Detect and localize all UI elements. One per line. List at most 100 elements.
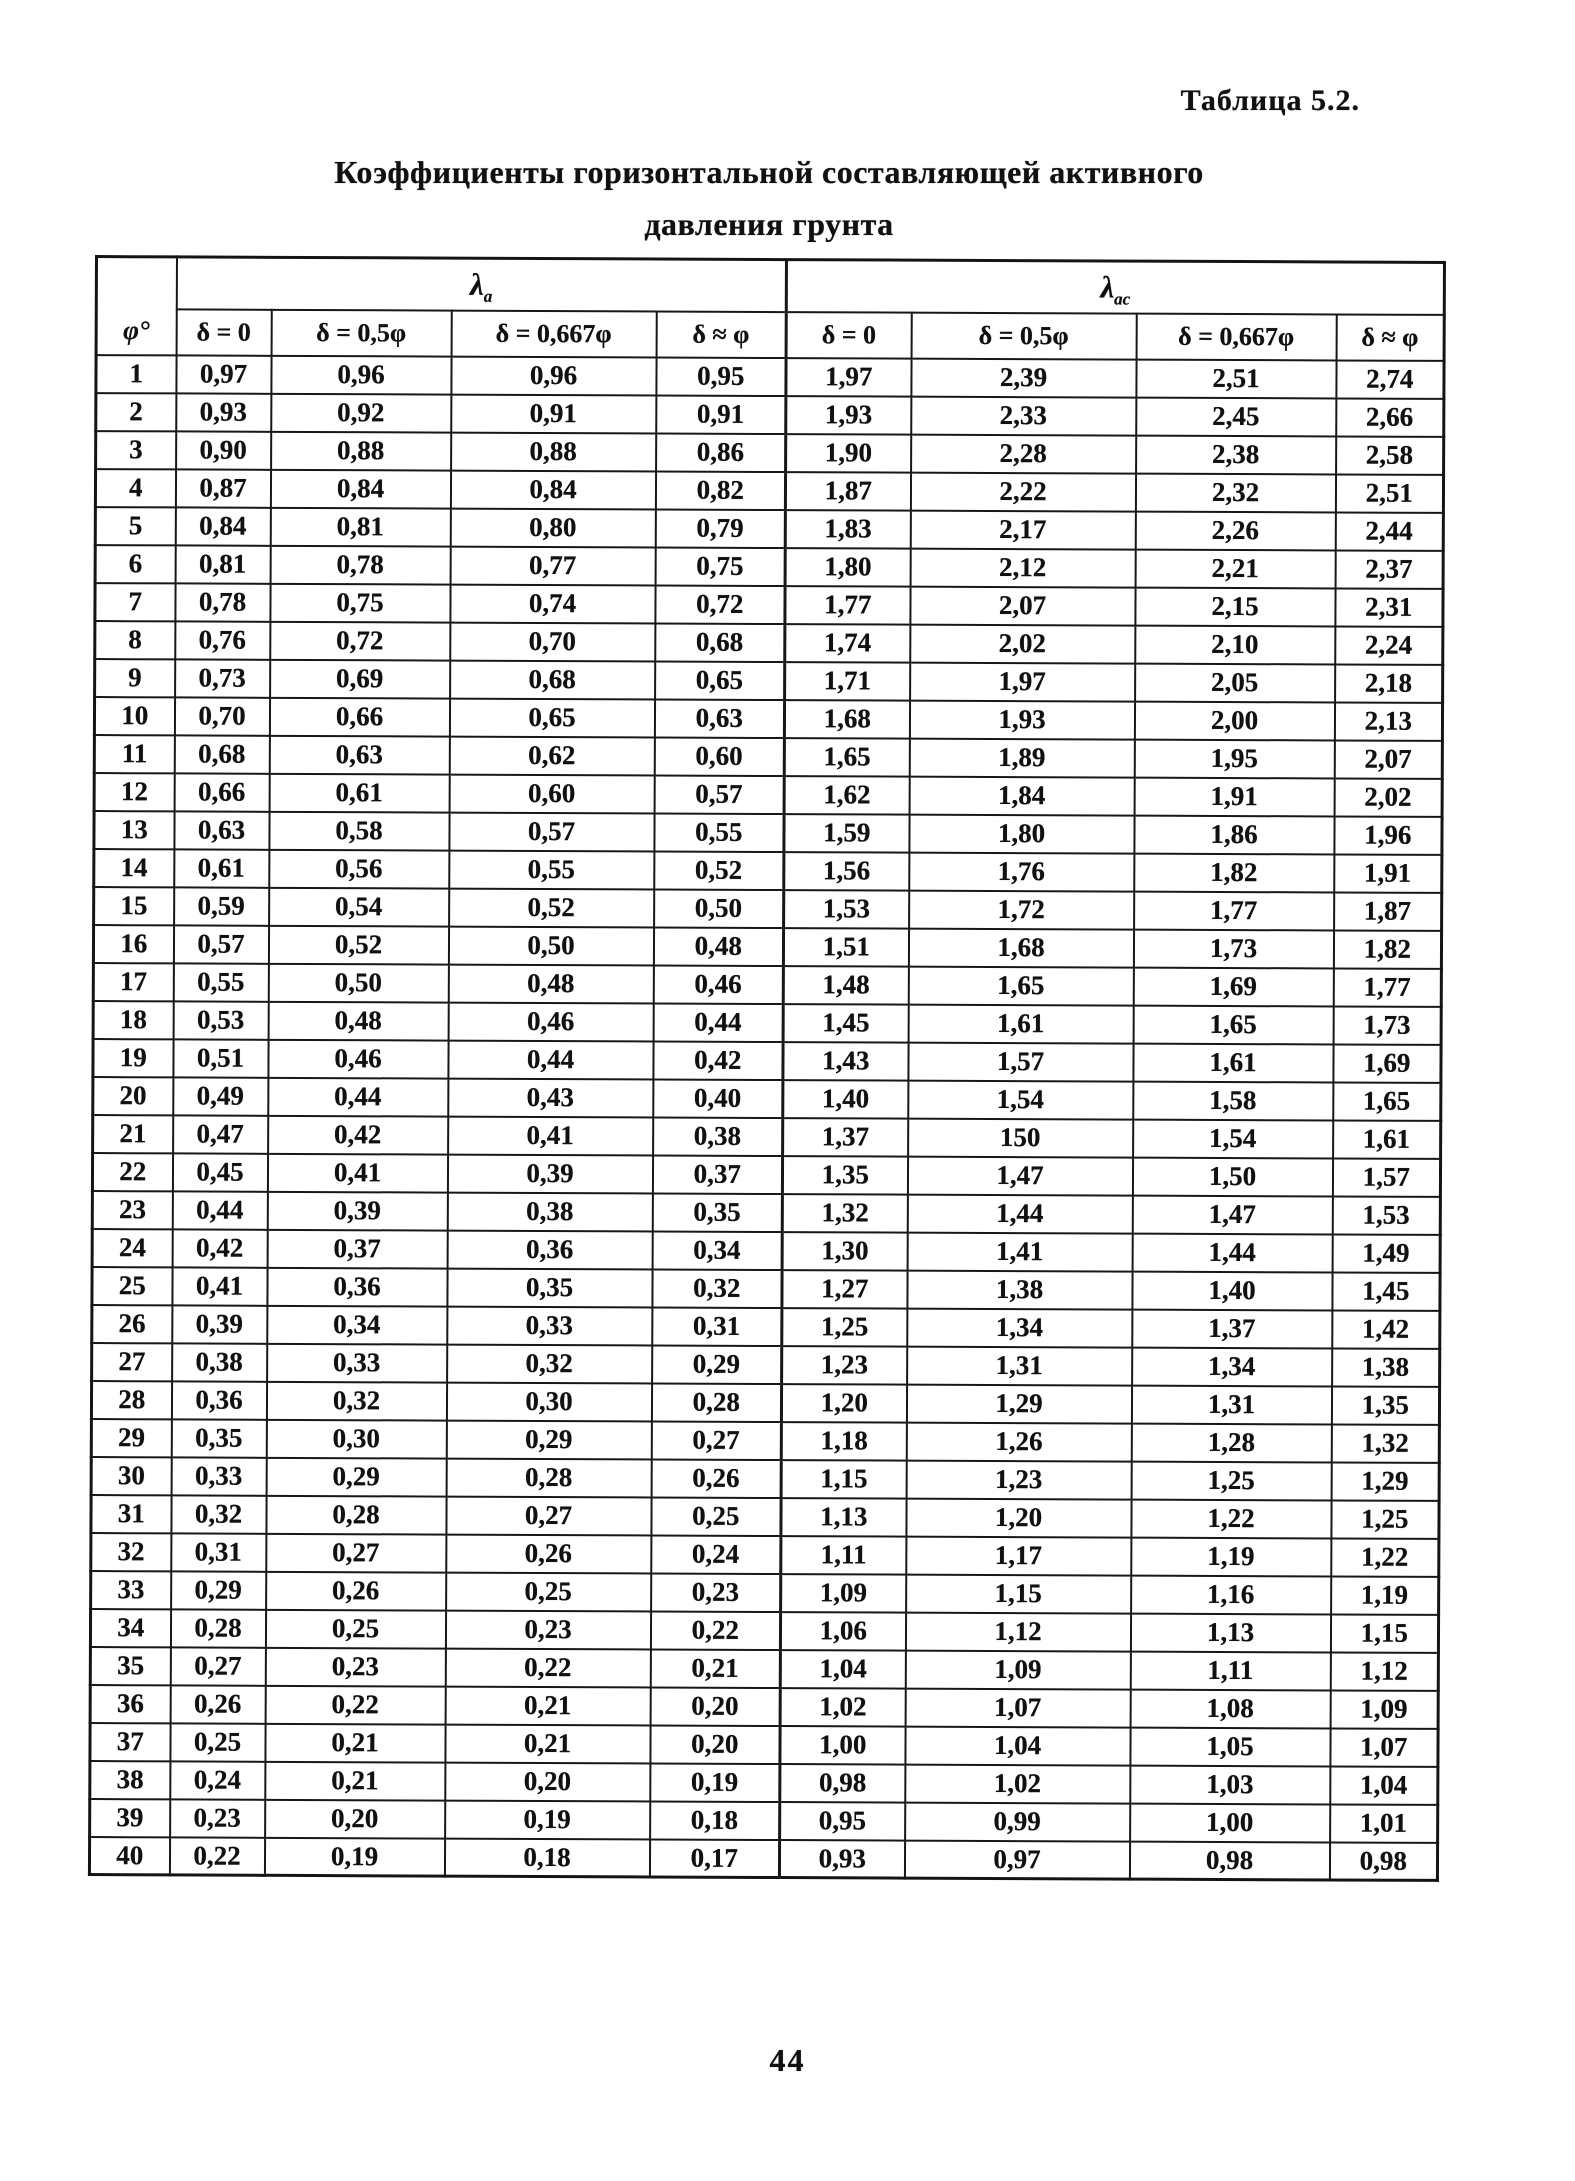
cell-value: 2,33 — [910, 396, 1136, 436]
delta-header-5: δ = 0,5φ — [911, 312, 1137, 360]
cell-value: 0,61 — [269, 773, 450, 813]
group-header-row: φ° λа λас — [96, 256, 1445, 355]
table-row: 7 0,78 0,75 0,74 0,72 1,77 2,07 2,15 2,31 — [94, 582, 1444, 627]
cell-value: 0,63 — [269, 735, 450, 775]
cell-value: 0,25 — [445, 1572, 651, 1611]
cell-value: 1,20 — [905, 1498, 1132, 1538]
cell-value: 0,51 — [172, 1038, 269, 1078]
cell-value: 0,68 — [654, 622, 785, 662]
cell-value: 0,60 — [449, 774, 655, 813]
cell-value: 0,84 — [450, 470, 656, 510]
cell-value: 1,77 — [1333, 967, 1442, 1007]
cell-value: 1,80 — [785, 547, 911, 587]
cell-value: 0,33 — [266, 1343, 447, 1383]
cell-value: 1,03 — [1129, 1765, 1330, 1804]
cell-value: 0,90 — [175, 430, 271, 470]
table-row: 18 0,53 0,48 0,46 0,44 1,45 1,61 1,65 1,73 — [93, 1000, 1442, 1045]
cell-value: 0,28 — [170, 1608, 266, 1648]
table-row: 14 0,61 0,56 0,55 0,52 1,56 1,76 1,82 1,91 — [93, 848, 1442, 893]
cell-value: 0,31 — [170, 1532, 266, 1572]
table-row: 28 0,36 0,32 0,30 0,28 1,20 1,29 1,31 1,35 — [91, 1380, 1440, 1425]
cell-value: 0,79 — [655, 509, 786, 548]
cell-value: 1,11 — [1130, 1651, 1331, 1690]
cell-phi: 31 — [90, 1494, 172, 1533]
cell-value: 0,39 — [447, 1154, 653, 1193]
lambda-a-subscript: а — [483, 286, 493, 306]
cell-value: 1,25 — [1330, 1499, 1440, 1539]
lambda-ac-group-header: λас — [786, 259, 1445, 315]
cell-value: 0,39 — [267, 1191, 448, 1231]
cell-value: 1,34 — [906, 1308, 1132, 1348]
cell-value: 0,32 — [446, 1344, 652, 1383]
cell-phi: 26 — [91, 1304, 172, 1343]
table-row: 31 0,32 0,28 0,27 0,25 1,13 1,20 1,22 1,25 — [90, 1494, 1440, 1539]
cell-phi: 12 — [94, 772, 175, 811]
cell-value: 0,48 — [268, 1001, 449, 1041]
cell-value: 1,22 — [1130, 1499, 1332, 1538]
cell-value: 0,23 — [650, 1572, 781, 1612]
cell-value: 0,81 — [270, 507, 451, 547]
table-row: 40 0,22 0,19 0,18 0,17 0,93 0,97 0,98 0,98 — [89, 1836, 1438, 1881]
cell-value: 0,35 — [446, 1268, 653, 1307]
cell-phi: 37 — [89, 1722, 171, 1761]
cell-value: 1,06 — [780, 1611, 906, 1651]
cell-value: 1,44 — [907, 1194, 1133, 1234]
cell-value: 0,65 — [654, 660, 785, 700]
cell-value: 0,52 — [448, 888, 654, 927]
cell-value: 1,23 — [906, 1460, 1132, 1500]
cell-phi: 13 — [93, 810, 175, 849]
cell-value: 1,31 — [906, 1346, 1132, 1386]
table-row: 26 0,39 0,34 0,33 0,31 1,25 1,34 1,37 1,42 — [91, 1304, 1440, 1349]
cell-value: 0,21 — [264, 1761, 445, 1801]
cell-value: 1,76 — [908, 852, 1134, 892]
cell-value: 0,95 — [779, 1801, 905, 1841]
cell-phi: 17 — [93, 962, 174, 1001]
cell-value: 1,97 — [785, 357, 912, 397]
cell-value: 0,80 — [450, 508, 656, 547]
cell-value: 0,18 — [444, 1838, 650, 1877]
cell-value: 1,47 — [907, 1156, 1133, 1196]
cell-value: 2,00 — [1134, 701, 1335, 740]
cell-value: 0,86 — [655, 433, 786, 472]
cell-value: 2,51 — [1335, 473, 1444, 513]
cell-value: 1,97 — [909, 662, 1135, 702]
cell-value: 1,47 — [1132, 1195, 1333, 1234]
cell-phi: 18 — [93, 1000, 174, 1039]
cell-value: 0,75 — [269, 583, 451, 623]
cell-value: 0,88 — [450, 432, 656, 472]
cell-phi: 15 — [93, 886, 174, 925]
cell-value: 1,77 — [1133, 891, 1334, 930]
cell-value: 0,97 — [175, 354, 272, 394]
cell-value: 0,73 — [174, 658, 270, 698]
table-row: 35 0,27 0,23 0,22 0,21 1,04 1,09 1,11 1,12 — [90, 1646, 1439, 1691]
cell-value: 1,25 — [781, 1307, 907, 1347]
cell-phi: 27 — [91, 1342, 172, 1381]
cell-phi: 6 — [95, 544, 176, 583]
cell-value: 0,35 — [652, 1192, 783, 1232]
cell-value: 2,07 — [909, 586, 1136, 626]
table-row: 8 0,76 0,72 0,70 0,68 1,74 2,02 2,10 2,24 — [94, 620, 1443, 665]
cell-phi: 22 — [92, 1152, 173, 1191]
cell-value: 0,27 — [265, 1533, 446, 1573]
cell-value: 1,07 — [905, 1688, 1131, 1728]
cell-value: 0,91 — [450, 394, 656, 434]
table-row: 27 0,38 0,33 0,32 0,29 1,23 1,31 1,34 1,38 — [91, 1342, 1440, 1387]
cell-value: 0,70 — [449, 622, 655, 661]
lambda-ac-symbol: λ — [1100, 269, 1115, 305]
cell-value: 0,27 — [170, 1646, 266, 1686]
cell-value: 1,37 — [782, 1117, 908, 1157]
cell-value: 1,37 — [1131, 1309, 1332, 1348]
table-row: 24 0,42 0,37 0,36 0,34 1,30 1,41 1,44 1,49 — [92, 1228, 1441, 1273]
cell-value: 0,95 — [655, 357, 787, 396]
delta-header-2: δ = 0,667φ — [451, 310, 657, 358]
cell-value: 1,04 — [780, 1649, 906, 1689]
delta-header-6: δ = 0,667φ — [1136, 313, 1337, 360]
cell-value: 0,42 — [172, 1228, 268, 1268]
cell-value: 0,72 — [269, 621, 450, 661]
cell-value: 0,20 — [264, 1799, 445, 1839]
cell-value: 0,35 — [171, 1418, 267, 1458]
table-row: 13 0,63 0,58 0,57 0,55 1,59 1,80 1,86 1,96 — [93, 810, 1443, 855]
cell-value: 1,38 — [906, 1270, 1133, 1310]
cell-value: 1,82 — [1333, 929, 1442, 969]
